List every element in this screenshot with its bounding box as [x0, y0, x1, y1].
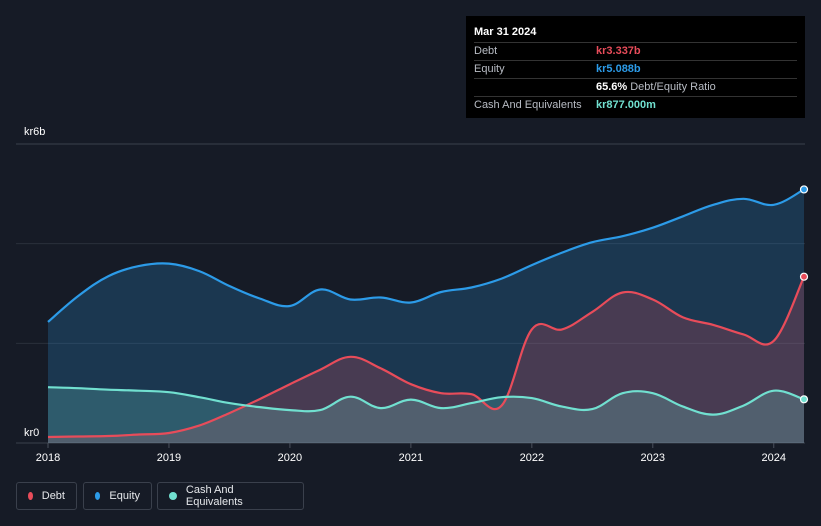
x-tick-label: 2021: [399, 452, 423, 464]
legend-cash-label: Cash And Equivalents: [185, 484, 243, 508]
tooltip-equity-value: kr5.088b: [596, 63, 641, 75]
tooltip-row-equity: Equity kr5.088b: [474, 60, 797, 78]
tooltip-ratio-label: [474, 79, 596, 96]
debt-dot-icon: [28, 492, 33, 500]
tooltip-cash-label: Cash And Equivalents: [474, 99, 582, 111]
x-axis-ticks: 2018 2019 2020 2021 2022 2023 2024: [36, 443, 786, 464]
legend-debt[interactable]: Debt: [16, 482, 77, 510]
debt-line: [47, 276, 805, 439]
tooltip-cash-value: kr877.000m: [596, 99, 656, 111]
x-tick-label: 2020: [278, 452, 302, 464]
equity-end-marker: [799, 185, 809, 194]
x-tick-label: 2023: [641, 452, 665, 464]
end-markers: [799, 185, 809, 404]
tooltip-ratio-caption: Debt/Equity Ratio: [630, 81, 716, 93]
tooltip-debt-label: Debt: [474, 45, 498, 57]
debt-end-marker: [799, 272, 809, 281]
equity-dot-icon: [95, 492, 101, 500]
cash-and-equivalents-area: [48, 387, 804, 443]
tooltip-equity-label: Equity: [474, 63, 505, 75]
legend-debt-label: Debt: [41, 490, 65, 502]
debt-area: [48, 276, 804, 443]
tooltip: Mar 31 2024 Debt kr3.337b Equity kr5.088…: [466, 16, 805, 118]
equity-area: [48, 189, 804, 443]
tooltip-ratio-value: 65.6%: [596, 81, 628, 93]
x-tick-label: 2024: [762, 452, 786, 464]
x-tick-label: 2018: [36, 452, 60, 464]
tooltip-debt-value: kr3.337b: [596, 45, 641, 57]
cash-dot-icon: [169, 492, 177, 500]
cash-and-equivalents-line: [47, 386, 805, 416]
x-tick-label: 2019: [157, 452, 181, 464]
y-axis-top-label: kr6b: [24, 126, 45, 138]
equity-line: [47, 188, 805, 323]
x-tick-label: 2022: [520, 452, 544, 464]
series-areas: [48, 189, 804, 443]
tooltip-row-debt: Debt kr3.337b: [474, 42, 797, 60]
tooltip-date: Mar 31 2024: [474, 26, 537, 38]
tooltip-row-ratio: 65.6% Debt/Equity Ratio: [474, 78, 797, 96]
legend-equity[interactable]: Equity: [83, 482, 152, 510]
cash-and-equivalents-end-marker: [799, 395, 809, 404]
y-axis-bottom-label: kr0: [24, 427, 39, 439]
legend-cash[interactable]: Cash And Equivalents: [157, 482, 304, 510]
tooltip-row-cash: Cash And Equivalents kr877.000m: [474, 96, 797, 114]
legend-equity-label: Equity: [109, 490, 140, 502]
series-lines: [47, 188, 805, 439]
